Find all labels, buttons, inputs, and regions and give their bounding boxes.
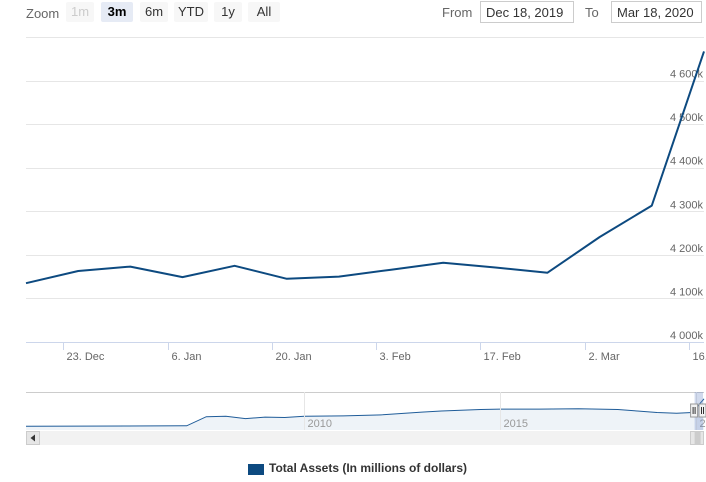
arrow-left-icon <box>30 434 35 442</box>
legend-swatch <box>248 464 264 475</box>
y-tick-label: 4 200k <box>670 243 704 255</box>
navigator-area <box>26 398 704 430</box>
y-tick-label: 4 400k <box>670 156 704 168</box>
legend-label: Total Assets (In millions of dollars) <box>269 461 468 475</box>
y-tick-label: 4 300k <box>670 199 704 211</box>
x-tick-label: 6. Jan <box>172 351 202 363</box>
grid-lines <box>26 37 704 343</box>
zoom-ytd-button[interactable]: YTD <box>174 2 208 22</box>
navigator-handle-left[interactable] <box>690 403 699 418</box>
to-label: To <box>585 5 599 20</box>
x-tick-label: 20. Jan <box>276 351 312 363</box>
scrollbar[interactable] <box>26 431 704 445</box>
x-tick-label: 2. Mar <box>589 351 621 363</box>
x-tick-label: 17. Feb <box>484 351 521 363</box>
scrollbar-track[interactable] <box>26 431 704 445</box>
from-date-input[interactable]: Dec 18, 2019 <box>480 1 574 23</box>
navigator-line <box>25 398 705 427</box>
navigator-label: 2... <box>700 418 706 430</box>
x-axis: 23. Dec 6. Jan 20. Jan 3. Feb 17. Feb 2. Mar 1… <box>26 342 706 363</box>
zoom-3m-button[interactable]: 3m <box>101 2 133 22</box>
series-line[interactable] <box>25 51 705 285</box>
from-label: From <box>442 5 473 20</box>
scrollbar-thumb[interactable] <box>694 432 701 444</box>
y-tick-label: 4 500k <box>670 112 704 124</box>
y-tick-label: 4 100k <box>670 286 704 298</box>
zoom-6m-button[interactable]: 6m <box>140 2 168 22</box>
navigator-label: 2015 <box>504 418 528 430</box>
y-tick-label: 4 000k <box>670 330 704 342</box>
x-tick-label: 3. Feb <box>380 351 411 363</box>
zoom-label: Zoom <box>26 6 60 21</box>
zoom-1m-button[interactable]: 1m <box>66 2 94 22</box>
zoom-all-button[interactable]: All <box>248 2 280 22</box>
navigator[interactable]: 2010 2015 2... <box>25 392 706 430</box>
navigator-handle-right[interactable] <box>698 403 706 418</box>
zoom-1y-button[interactable]: 1y <box>214 2 242 22</box>
navigator-label: 2010 <box>308 418 332 430</box>
x-tick-label: 23. Dec <box>67 351 105 363</box>
x-tick-label: 16. Mar <box>693 351 706 363</box>
series-total-assets <box>25 51 705 285</box>
to-date-input[interactable]: Mar 18, 2020 <box>611 1 702 23</box>
range-selector: Zoom 1m 3m 6m YTD 1y All From Dec 18, 20… <box>0 0 706 26</box>
